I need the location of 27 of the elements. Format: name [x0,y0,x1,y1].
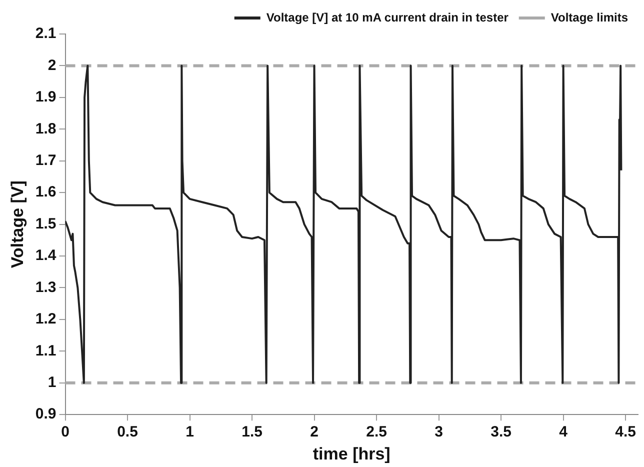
y-tick-label: 1.2 [35,310,56,328]
y-tick-label: 1 [48,374,56,392]
y-tick-label: 1.8 [35,120,56,138]
y-tick-label: 1.5 [35,215,56,232]
legend-label: Voltage limits [550,10,628,24]
x-tick-label: 3 [434,424,443,441]
x-tick-label: 4 [559,424,568,441]
x-tick-label: 1 [186,424,194,441]
x-tick-label: 0 [61,424,70,441]
x-tick-label: 2 [310,424,318,441]
y-tick-label: 2.1 [35,25,56,42]
x-axis-title: time [hrs] [312,444,390,464]
x-tick-label: 4.5 [615,424,636,441]
x-tick-label: 2.5 [366,424,387,441]
y-tick-label: 1.4 [35,247,57,264]
y-tick-label: 0.9 [35,406,56,423]
x-tick-label: 3.5 [490,424,512,441]
y-axis-title: Voltage [V] [8,180,27,268]
y-tick-label: 1.3 [35,278,56,296]
y-tick-label: 2 [48,56,56,74]
y-tick-label: 1.7 [35,152,56,170]
x-tick-label: 0.5 [117,424,138,441]
y-tick-label: 1.1 [35,342,56,360]
legend-label: Voltage [V] at 10 mA current drain in tester [266,10,509,24]
y-tick-label: 1.9 [35,88,56,106]
y-tick-label: 1.6 [35,184,56,201]
x-tick-label: 1.5 [242,424,262,441]
